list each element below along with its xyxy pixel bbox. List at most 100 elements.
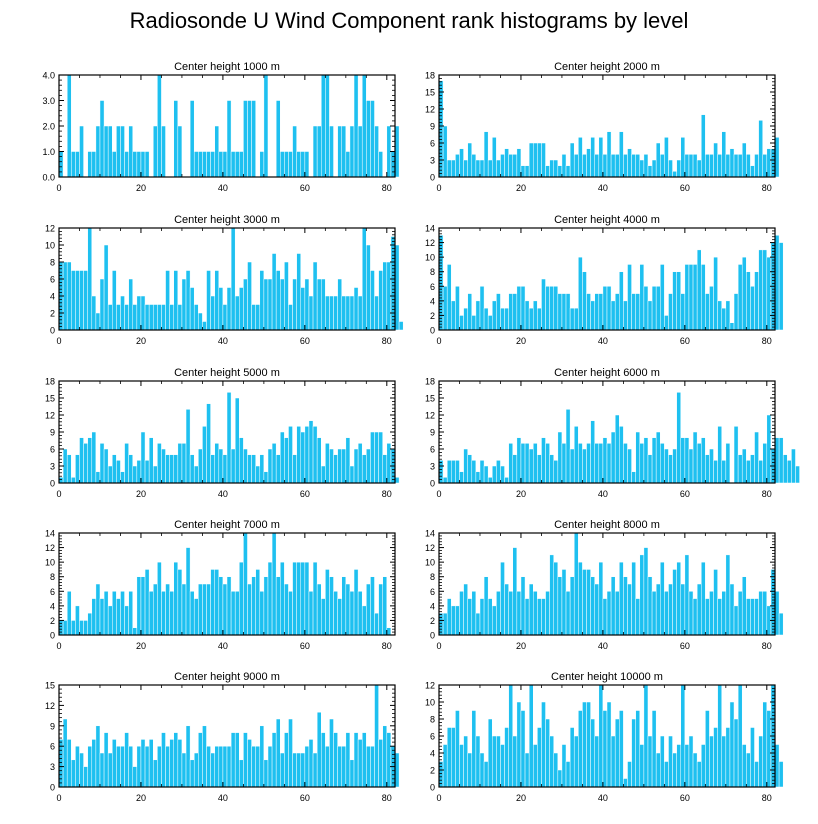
histogram-bar — [532, 744, 538, 788]
x-tick-label: 0 — [56, 489, 61, 499]
histogram-bar — [524, 752, 530, 788]
y-tick-label: 1.0 — [42, 147, 55, 157]
y-tick-label: 15 — [425, 394, 435, 404]
histogram-bar — [750, 727, 755, 788]
y-tick-label: 3.0 — [42, 96, 55, 106]
histogram-bar — [619, 710, 624, 788]
histogram-bar — [684, 744, 690, 788]
histogram-bar — [631, 718, 636, 788]
y-tick-label: 9 — [430, 122, 435, 132]
panel-title: Center height 3000 m — [174, 214, 280, 226]
plot-frame — [58, 532, 396, 636]
x-tick-label: 20 — [516, 336, 526, 346]
x-tick-label: 80 — [382, 489, 392, 499]
y-tick-label: 0 — [50, 783, 55, 793]
histogram-bar — [774, 744, 780, 788]
histogram-bar — [713, 727, 718, 788]
y-tick-label: 4 — [430, 296, 435, 306]
x-tick-label: 60 — [680, 183, 690, 193]
x-tick-label: 20 — [516, 641, 526, 651]
histogram-bar — [766, 710, 772, 788]
y-tick-label: 0 — [430, 173, 435, 183]
x-tick-label: 60 — [300, 793, 310, 803]
x-tick-label: 60 — [300, 336, 310, 346]
y-tick-label: 15 — [45, 681, 55, 691]
histogram-bar — [721, 735, 727, 788]
bar-series — [438, 684, 784, 788]
y-tick-label: 10 — [425, 253, 435, 263]
panel-title: Center height 2000 m — [554, 61, 660, 73]
histogram-bar — [508, 684, 514, 788]
histogram-bar — [528, 684, 534, 788]
x-tick-label: 60 — [680, 336, 690, 346]
histogram-bar — [639, 744, 645, 788]
y-tick-label: 10 — [425, 698, 435, 708]
panel-title: Center height 9000 m — [174, 671, 280, 683]
y-tick-label: 4 — [50, 292, 55, 302]
histogram-bar — [520, 710, 526, 788]
x-tick-label: 40 — [218, 641, 228, 651]
y-tick-label: 10 — [45, 241, 55, 251]
y-tick-label: 0.0 — [42, 173, 55, 183]
histogram-bar — [459, 744, 464, 788]
x-tick-label: 20 — [136, 793, 146, 803]
histogram-bar — [692, 752, 698, 788]
y-tick-label: 14 — [425, 529, 435, 539]
histogram-bar — [729, 701, 735, 788]
y-tick-label: 6 — [430, 282, 435, 292]
histogram-bar — [475, 735, 481, 788]
x-tick-label: 80 — [382, 183, 392, 193]
histogram-bar — [537, 727, 542, 788]
histogram-bar — [737, 684, 743, 788]
histogram-bar — [795, 465, 800, 484]
y-tick-label: 18 — [45, 377, 55, 387]
histogram-bar — [582, 701, 587, 788]
y-tick-label: 8 — [50, 258, 55, 268]
histogram-bar — [676, 744, 682, 788]
histogram-bar — [541, 701, 546, 788]
histogram-bar — [647, 735, 653, 788]
x-tick-label: 0 — [436, 336, 441, 346]
histogram-bar — [561, 744, 567, 788]
y-tick-label: 2 — [430, 616, 435, 626]
histogram-bar — [471, 710, 477, 788]
y-tick-label: 6 — [430, 139, 435, 149]
histogram-bar — [602, 710, 608, 788]
y-tick-label: 3 — [50, 462, 55, 472]
histogram-bar — [655, 752, 661, 788]
histogram-bar — [762, 701, 768, 788]
panel-title: Center height 5000 m — [174, 367, 280, 379]
bar-series — [438, 80, 780, 178]
histogram-bar — [746, 752, 751, 788]
page-title: Radiosonde U Wind Component rank histogr… — [129, 8, 689, 33]
histogram-bar — [398, 321, 404, 331]
panel-title: Center height 6000 m — [554, 367, 660, 379]
y-tick-label: 18 — [425, 377, 435, 387]
histogram-bar — [778, 612, 784, 636]
y-tick-label: 6 — [430, 732, 435, 742]
histogram-bar — [504, 727, 509, 788]
histogram-bar — [573, 735, 579, 788]
x-tick-label: 40 — [598, 641, 608, 651]
y-tick-label: 6 — [430, 445, 435, 455]
histogram-bar — [594, 735, 600, 788]
y-tick-label: 9 — [430, 428, 435, 438]
y-tick-label: 8 — [430, 572, 435, 582]
histogram-bar — [483, 761, 489, 788]
histogram-bar — [623, 778, 628, 788]
plot-frame — [438, 227, 776, 331]
histogram-bar — [705, 710, 710, 788]
histogram-bar — [664, 761, 669, 788]
y-tick-label: 8 — [50, 572, 55, 582]
x-tick-label: 40 — [218, 489, 228, 499]
histogram-bar — [500, 744, 505, 788]
x-tick-label: 40 — [598, 336, 608, 346]
y-tick-label: 12 — [425, 411, 435, 421]
histogram-bar — [709, 735, 714, 788]
x-tick-label: 40 — [598, 183, 608, 193]
x-tick-label: 20 — [136, 641, 146, 651]
